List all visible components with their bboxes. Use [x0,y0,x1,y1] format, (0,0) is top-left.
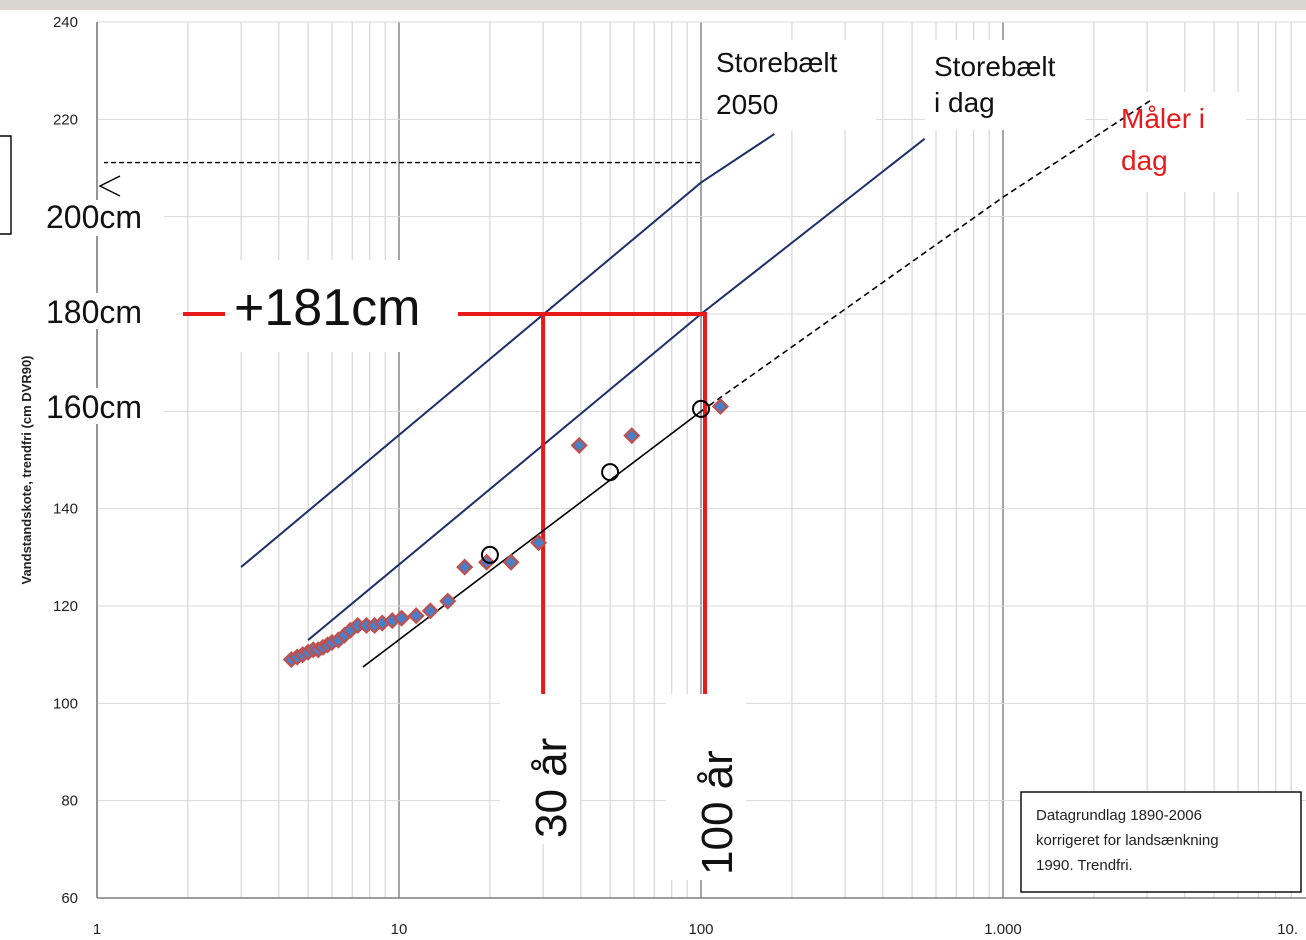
arrow-head-icon [98,175,121,197]
top-border [0,0,1306,10]
storebaelt-idag-label-line: i dag [934,87,995,118]
label-200-box [44,200,164,236]
storebaelt-2050-box [708,40,876,130]
fit-circle-point [601,463,620,482]
storebaelt-idag-box [925,40,1085,130]
fit-line [362,410,702,668]
label-160-box [44,388,164,424]
extrapolation-line [700,99,1152,412]
storebaelt-line [307,138,926,641]
label-160cm: 160cm [46,389,142,425]
fit-circle-point [480,545,499,564]
y-tick-label: 100 [53,695,78,712]
maler-idag-box [1108,92,1246,192]
storebaelt-idag-label-line: Storebælt [934,51,1056,82]
label-30-aar: 30 år [527,738,576,838]
x-tick-label: 100 [688,921,713,938]
info-box-text-line: Datagrundlag 1890-2006 [1036,807,1202,824]
label-30-box [500,694,580,844]
plus-181-box [230,260,458,352]
info-box [1020,791,1302,893]
label-180-box [44,293,176,329]
storebaelt-2050-label: Storebælt 2050 [716,47,838,120]
data-point [439,592,457,610]
y-tick-label: 220 [53,111,78,128]
storebaelt-2050-label-line: Storebælt [716,47,838,78]
y-tick-label: 240 [53,14,78,31]
label-180cm: 180cm [46,294,142,330]
label-100-box [666,694,746,880]
x-tick-label: 1 [93,921,101,938]
left-edge-box [0,135,12,235]
x-tick-label: 10 [391,921,408,938]
data-point [502,553,520,571]
info-box-text-line: korrigeret for landsænkning [1036,832,1219,849]
data-point [711,397,730,416]
x-tick-label: 1.000 [984,921,1022,938]
storebaelt-line [240,133,775,568]
data-point [530,534,548,552]
y-tick-label: 80 [61,793,78,810]
y-tick-label: 120 [53,598,78,615]
data-point [407,607,425,625]
info-box-text-line: 1990. Trendfri. [1036,857,1133,874]
data-point [570,436,588,454]
maler-idag-label-line: Måler i [1121,103,1205,134]
maler-idag-label-line: dag [1121,145,1168,176]
fit-circle-point [692,399,710,418]
y-tick-label: 140 [53,501,78,518]
data-point [421,602,439,620]
data-point [623,427,641,445]
plus-181-label: +181cm [234,279,420,337]
info-box-text: Datagrundlag 1890-2006 korrigeret for lan… [1036,807,1219,874]
storebaelt-idag-label: Storebælt i dag [934,51,1056,118]
label-100-aar: 100 år [693,750,742,875]
y-tick-label: 60 [61,890,78,907]
data-point [393,609,411,627]
storebaelt-2050-label-line: 2050 [716,89,778,120]
maler-idag-label: Måler i dag [1121,103,1205,176]
y-axis-title: Vandstandskote, trendfri (cm DVR90) [19,356,34,585]
data-point [456,558,474,576]
x-tick-label: 10. [1277,921,1298,938]
label-200cm: 200cm [46,199,142,235]
